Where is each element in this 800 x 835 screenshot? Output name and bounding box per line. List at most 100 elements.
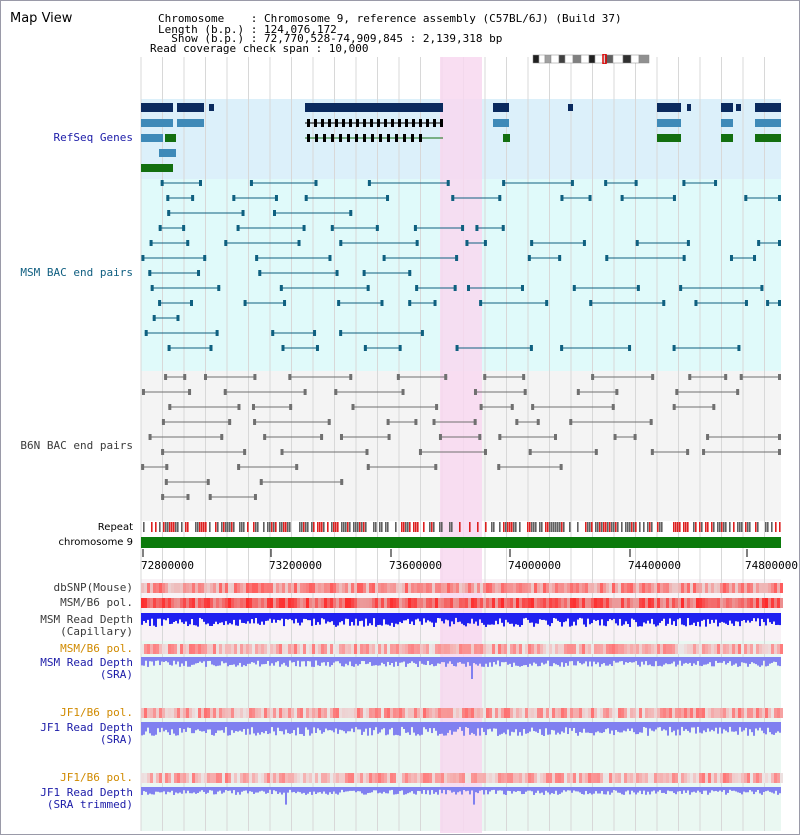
pol-heat-cell xyxy=(636,708,639,718)
pol-heat-cell xyxy=(717,773,720,783)
pol-heat-cell xyxy=(747,598,750,608)
pol-heat-cell xyxy=(561,598,564,608)
read-depth-bar xyxy=(393,657,395,667)
pol-heat-cell xyxy=(594,598,597,608)
read-depth-bar xyxy=(419,613,421,622)
read-depth-bar xyxy=(427,657,429,661)
pol-heat-cell xyxy=(675,644,678,654)
read-depth-bar xyxy=(735,613,737,622)
pol-heat-cell xyxy=(414,708,417,718)
bac-end xyxy=(160,180,164,186)
read-depth-bar xyxy=(183,787,185,791)
read-depth-bar xyxy=(281,722,283,732)
read-depth-bar xyxy=(431,657,433,665)
read-depth-bar xyxy=(317,613,319,623)
track-label-msm-b6-pol[interactable]: MSM/B6 pol. xyxy=(60,596,133,609)
pol-heat-cell xyxy=(474,708,477,718)
bac-end xyxy=(473,389,477,395)
pol-heat-cell xyxy=(324,583,327,593)
track-label-msm-depth-sra[interactable]: MSM Read Depth (SRA) xyxy=(40,656,133,681)
read-depth-bar xyxy=(225,722,227,728)
ideogram-band xyxy=(550,54,560,64)
read-depth-bar xyxy=(627,613,629,624)
track-label-jf1-b6-pol-trim[interactable]: JF1/B6 pol. xyxy=(60,771,133,784)
read-depth-bar xyxy=(719,613,721,623)
repeat-mark xyxy=(345,522,347,532)
track-label-dbsnp[interactable]: dbSNP(Mouse) xyxy=(53,581,133,594)
bac-end xyxy=(339,330,343,336)
track-label-jf1-b6-pol[interactable]: JF1/B6 pol. xyxy=(60,706,133,719)
track-label-jf1-depth-sra[interactable]: JF1 Read Depth (SRA) xyxy=(40,721,133,746)
track-label-chromosome[interactable]: chromosome 9 xyxy=(58,537,133,548)
read-depth-bar xyxy=(657,722,659,728)
pol-heat-cell xyxy=(441,644,444,654)
pol-heat-cell xyxy=(441,583,444,593)
read-depth-bar xyxy=(327,657,329,663)
bac-end xyxy=(413,225,417,231)
read-depth-bar xyxy=(219,657,221,666)
read-depth-bar xyxy=(267,657,269,662)
pol-heat-cell xyxy=(696,598,699,608)
read-depth-bar xyxy=(451,613,453,622)
pol-heat-cell xyxy=(699,644,702,654)
track-label-refseq-genes[interactable]: RefSeq Genes xyxy=(53,131,133,144)
pol-heat-cell xyxy=(735,773,738,783)
track-label-msm-bac[interactable]: MSM BAC end pairs xyxy=(20,266,133,279)
pol-heat-cell xyxy=(693,598,696,608)
ruler-tick-label: 74000000 xyxy=(508,559,561,572)
pol-heat-cell xyxy=(408,644,411,654)
read-depth-bar xyxy=(261,657,263,665)
repeat-mark xyxy=(629,522,631,532)
pol-heat-cell xyxy=(195,708,198,718)
pol-heat-cell xyxy=(690,773,693,783)
read-depth-bar xyxy=(513,613,515,627)
read-depth-bar xyxy=(721,657,723,663)
track-label-msm-depth-capillary[interactable]: MSM Read Depth (Capillary) xyxy=(40,613,133,638)
read-depth-bar xyxy=(591,722,593,734)
read-depth-bar xyxy=(173,787,175,795)
pol-heat-cell xyxy=(180,708,183,718)
read-depth-bar xyxy=(191,722,193,734)
pol-heat-cell xyxy=(243,644,246,654)
bac-end xyxy=(249,180,253,186)
read-depth-bar xyxy=(613,657,615,661)
pol-heat-cell xyxy=(213,773,216,783)
read-depth-bar xyxy=(483,613,485,625)
read-depth-bar xyxy=(321,722,323,734)
pol-heat-cell xyxy=(378,583,381,593)
repeat-mark xyxy=(175,522,177,532)
track-label-repeat[interactable]: Repeat xyxy=(97,522,133,533)
read-depth-bar xyxy=(215,722,217,734)
bac-end xyxy=(502,180,506,186)
gene-block xyxy=(159,149,176,157)
track-label-b6n-bac[interactable]: B6N BAC end pairs xyxy=(20,439,133,452)
read-depth-bar xyxy=(759,722,761,728)
track-label-msm-b6-pol-sra[interactable]: MSM/B6 pol. xyxy=(60,642,133,655)
pol-heat-cell xyxy=(417,773,420,783)
pol-heat-cell xyxy=(732,708,735,718)
read-depth-bar xyxy=(407,613,409,619)
track-label-jf1-depth-trimmed[interactable]: JF1 Read Depth (SRA trimmed) xyxy=(40,786,133,811)
pol-heat-cell xyxy=(201,644,204,654)
read-depth-bar xyxy=(483,787,485,795)
chromosome-ideogram[interactable] xyxy=(531,54,655,64)
pol-heat-cell xyxy=(417,583,420,593)
read-depth-bar xyxy=(339,787,341,793)
read-depth-bar xyxy=(429,613,431,622)
pol-heat-cell xyxy=(426,598,429,608)
read-depth-bar xyxy=(749,613,751,623)
read-depth-bar xyxy=(355,722,357,728)
bac-end xyxy=(141,389,145,395)
pol-heat-cell xyxy=(459,583,462,593)
read-depth-bar xyxy=(259,657,261,667)
read-depth-bar xyxy=(405,787,407,795)
pol-heat-cell xyxy=(711,583,714,593)
pol-heat-cell xyxy=(159,708,162,718)
gene-exon xyxy=(384,119,387,127)
read-depth-bar xyxy=(389,657,391,666)
read-depth-bar xyxy=(227,722,229,736)
pol-heat-cell xyxy=(396,644,399,654)
pol-heat-cell xyxy=(444,644,447,654)
repeat-mark xyxy=(347,522,349,532)
